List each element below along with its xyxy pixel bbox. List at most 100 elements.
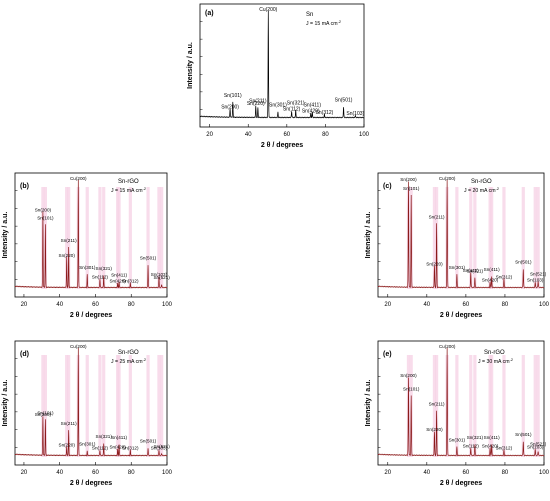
reference-band [157, 187, 161, 289]
peak-label: Sn(312) [496, 446, 513, 451]
material-label: Sn-rGO [118, 179, 139, 185]
reference-band [490, 187, 494, 289]
peak-label: Sn(321) [287, 101, 305, 107]
peak-label: Sn(101) [37, 215, 54, 220]
peak-label: Sn(211) [61, 421, 77, 426]
y-axis-label: Intensity / a.u. [2, 212, 9, 259]
reference-band [536, 187, 540, 289]
peak-label: Sn(220) [426, 261, 443, 266]
peak-label: Sn(112) [283, 107, 301, 113]
peak-label: Sn(521) [530, 272, 547, 277]
x-tick-label: 60 [463, 470, 470, 476]
x-tick-label: 20 [206, 132, 213, 138]
peak-label: Sn(312) [316, 110, 334, 116]
reference-band [85, 187, 89, 289]
peak-label: Sn(220) [426, 427, 443, 432]
peak-label: Sn(501) [140, 438, 157, 443]
reference-band [41, 355, 45, 457]
peak-label: Sn(220) [59, 442, 76, 447]
reference-band [455, 355, 459, 457]
peak-label: Sn(411) [304, 103, 322, 109]
x-axis-label: 2 θ / degrees [70, 480, 112, 487]
peak-label: Sn(301) [449, 437, 466, 442]
peak-label: Cu(200) [259, 7, 277, 13]
material-label: Sn [306, 12, 313, 18]
current-density-exponent: -2 [338, 20, 341, 24]
peak-label: Sn(200) [400, 177, 417, 182]
peak-label: Sn(301) [79, 442, 96, 447]
x-tick-label: 100 [162, 470, 173, 476]
current-density-label: J = 20 mA cm-2 [464, 187, 499, 194]
current-density-label: J = 15 mA cm-2 [306, 20, 341, 27]
peak-label: Sn(411) [111, 273, 127, 278]
reference-band [65, 187, 69, 289]
plot-frame [199, 3, 365, 128]
panel-letter: (b) [20, 183, 29, 190]
panel-letter: (e) [383, 351, 392, 358]
reference-band [146, 187, 150, 289]
reference-band [117, 355, 121, 457]
material-label: Sn-rGO [484, 350, 505, 356]
peak-label: Sn(521) [153, 275, 170, 280]
peak-label: Sn(420) [302, 109, 320, 115]
x-tick-label: 60 [92, 470, 99, 476]
peak-label: Sn(103) [346, 111, 364, 117]
peak-label: Cu(200) [70, 176, 87, 181]
chart-panel: 20 40 60 80 100 2 θ / degrees Intensity / a.u.… [365, 172, 550, 319]
peak-label: Sn(112) [92, 274, 108, 279]
reference-band [160, 187, 164, 289]
peak-label: Sn(501) [335, 97, 353, 103]
xrd-pattern-line [199, 10, 365, 119]
panel-letter: (a) [205, 10, 214, 17]
peak-label: Sn(103) [527, 445, 544, 450]
chart-panel: 20 40 60 80 100 2 θ / degrees Intensity / a.u.… [365, 340, 550, 487]
y-axis-label: Intensity / a.u. [365, 212, 372, 259]
peak-label: Sn(501) [515, 260, 532, 265]
reference-band [128, 187, 132, 289]
peak-label: Cu(200) [439, 344, 456, 349]
x-tick-label: 100 [162, 302, 173, 308]
peak-label: Sn(200) [35, 207, 52, 212]
peak-label: Sn(220) [59, 253, 76, 258]
peak-label: Sn(411) [484, 267, 500, 272]
xrd-pattern-line [14, 347, 168, 457]
plot-frame [377, 340, 545, 466]
peak-label: Sn(211) [61, 238, 77, 243]
reference-band [434, 355, 439, 457]
reference-band [160, 355, 164, 457]
reference-band [67, 355, 71, 457]
x-tick-label: 80 [502, 470, 509, 476]
peak-label: Sn(112) [463, 443, 479, 448]
x-tick-label: 40 [245, 132, 252, 138]
current-density-exponent: -2 [143, 187, 146, 191]
current-density-label: J = 30 mA cm-2 [478, 358, 513, 365]
x-tick-label: 40 [56, 470, 63, 476]
reference-band [473, 355, 477, 457]
peak-label: Sn(112) [92, 446, 108, 451]
x-tick-label: 40 [423, 470, 430, 476]
peak-label: Sn(200) [400, 373, 417, 378]
xrd-pattern-line [14, 179, 168, 289]
peak-label: Sn(420) [482, 278, 499, 283]
reference-band [146, 355, 150, 457]
peak-label: Sn(312) [122, 446, 139, 451]
peak-label: Sn(103) [151, 272, 168, 277]
peak-label: Sn(321) [96, 434, 113, 439]
reference-band [521, 187, 525, 289]
reference-band [65, 355, 69, 457]
peak-label: Cu(200) [439, 176, 456, 181]
reference-band [455, 187, 459, 289]
peak-label: Sn(103) [527, 278, 544, 283]
x-tick-label: 80 [128, 470, 135, 476]
x-tick-label: 60 [463, 302, 470, 308]
reference-band [98, 355, 102, 457]
x-tick-label: 20 [21, 470, 28, 476]
peak-label: Sn(501) [140, 255, 157, 260]
plot-frame [377, 172, 545, 298]
peak-label: Sn(312) [122, 279, 139, 284]
xrd-pattern-line [377, 347, 545, 457]
reference-band [432, 355, 437, 457]
x-axis-label: 2 θ / degrees [261, 142, 303, 149]
current-density-exponent: -2 [496, 187, 499, 191]
